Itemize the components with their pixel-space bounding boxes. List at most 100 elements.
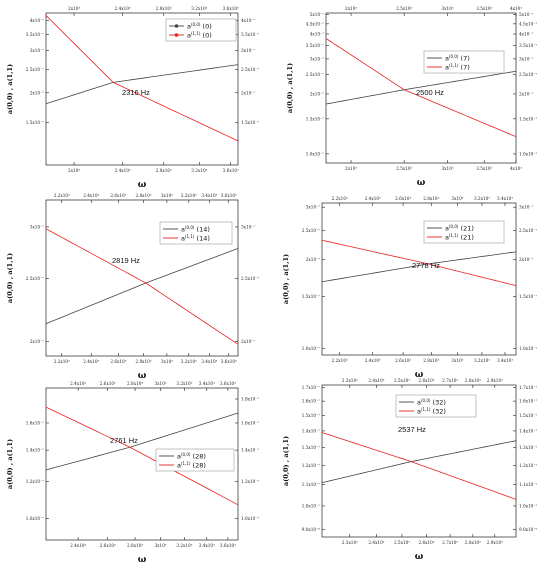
x-tick-label-bottom: 2.3x10³ bbox=[342, 540, 358, 545]
x-tick-label-top: 2.2x10³ bbox=[54, 193, 70, 198]
chart-panel-2: 2.2x10³ 2.2x10³ 2.4x10³ 2.4x10³ 2.6x10³ 2.6x1… bbox=[6, 193, 260, 381]
y-tick-label-right: 2.5x10⁻⁷ bbox=[519, 228, 538, 233]
series-line-a00 bbox=[321, 440, 517, 484]
x-tick-label-top: 3.4x10³ bbox=[201, 193, 217, 198]
x-tick-label-bottom: 2x10³ bbox=[68, 168, 80, 173]
x-axis-label: ω bbox=[138, 371, 147, 381]
x-tick-label-top: 2.8x10³ bbox=[423, 196, 439, 201]
legend-box bbox=[395, 394, 477, 418]
x-tick-label-top: 2.4x10³ bbox=[83, 193, 99, 198]
series-line-a11 bbox=[45, 406, 239, 506]
y-tick-label-left: 1.1x10⁻⁷ bbox=[302, 482, 321, 487]
x-axis-label: ω bbox=[138, 180, 147, 190]
crossing-annotation: 2537 Hz bbox=[398, 425, 426, 434]
x-tick-label-bottom: 3.2x10³ bbox=[181, 359, 197, 364]
x-tick-label-top: 2.6x10³ bbox=[100, 381, 116, 386]
y-tick-label-left: 3x10⁻⁷ bbox=[310, 56, 325, 61]
chart-panel-1: 2x10³ 2x10³ 2.5x10³ 2.5x10³ 3x10³ 3x10³ 3.5x10… bbox=[286, 6, 538, 188]
y-tick-label-right: 3x10⁻⁷ bbox=[241, 48, 256, 53]
y-tick-label-left: 1.0x10⁻⁷ bbox=[306, 151, 325, 156]
x-tick-label-bottom: 3x10³ bbox=[451, 358, 463, 363]
legend-label: a(1,1) (0) bbox=[187, 31, 212, 40]
x-tick-label-top: 3.4x10³ bbox=[199, 381, 215, 386]
x-tick-label-bottom: 2.4x10³ bbox=[83, 359, 99, 364]
y-tick-label-left: 1.6x10⁻⁷ bbox=[302, 399, 321, 404]
y-tick-label-right: 1.2x10⁻⁷ bbox=[519, 463, 538, 468]
x-tick-label-bottom: 2.4x10³ bbox=[365, 358, 381, 363]
crossing-annotation: 2316 Hz bbox=[122, 88, 150, 97]
x-tick-label-bottom: 3.2x10³ bbox=[191, 168, 207, 173]
x-tick-label-bottom: 3.2x10³ bbox=[176, 543, 192, 548]
y-axis-label: a(0,0) , a(1,1) bbox=[6, 439, 14, 489]
y-tick-label-left: 4.5x10⁻⁷ bbox=[306, 21, 325, 26]
x-tick-label-bottom: 2.4x10³ bbox=[70, 543, 86, 548]
legend-label: a(0,0) (28) bbox=[177, 452, 206, 461]
y-tick-label-right: 1.5x10⁻⁷ bbox=[519, 294, 538, 299]
x-tick-label-top: 2.8x10³ bbox=[127, 381, 143, 386]
crossing-annotation: 2819 Hz bbox=[112, 256, 140, 265]
x-tick-label-bottom: 3.6x10³ bbox=[220, 543, 236, 548]
legend-box bbox=[423, 50, 505, 74]
x-tick-label-top: 3.2x10³ bbox=[181, 193, 197, 198]
plot-frame bbox=[45, 12, 239, 166]
x-tick-label-top: 3.4x10³ bbox=[497, 196, 513, 201]
legend-box bbox=[165, 18, 237, 42]
x-tick-label-top: 2.4x10³ bbox=[368, 378, 384, 383]
x-tick-label-bottom: 2.8x10³ bbox=[136, 359, 152, 364]
x-tick-label-bottom: 2.8x10³ bbox=[156, 168, 172, 173]
y-tick-label-right: 1.5x10⁻⁷ bbox=[241, 120, 260, 125]
x-tick-label-top: 2.5x10³ bbox=[394, 378, 410, 383]
y-tick-label-left: 2.5x10⁻⁷ bbox=[26, 276, 45, 281]
y-tick-label-right: 1.7x10⁻⁷ bbox=[519, 385, 538, 390]
y-tick-label-left: 1.5x10⁻⁷ bbox=[26, 120, 45, 125]
y-tick-label-left: 4x10⁻⁷ bbox=[310, 32, 325, 37]
plot-frame bbox=[45, 199, 239, 357]
y-tick-label-left: 9.0x10⁻⁸ bbox=[302, 527, 321, 532]
series-line-a00 bbox=[45, 64, 239, 105]
y-tick-label-left: 2x10⁻⁷ bbox=[30, 339, 45, 344]
x-tick-label-bottom: 2.8x10³ bbox=[127, 543, 143, 548]
x-tick-label-bottom: 3x10³ bbox=[155, 543, 167, 548]
y-tick-label-right: 1.5x10⁻⁷ bbox=[519, 413, 538, 418]
legend-label: a(0,0) (7) bbox=[445, 54, 470, 63]
y-tick-label-right: 1.2x10⁻⁷ bbox=[241, 479, 260, 484]
x-tick-label-top: 2.9x10³ bbox=[487, 378, 503, 383]
x-tick-label-bottom: 2.7x10³ bbox=[442, 540, 458, 545]
y-tick-label-left: 1.3x10⁻⁷ bbox=[302, 445, 321, 450]
x-axis-label: ω bbox=[417, 178, 426, 188]
y-tick-label-right: 2x10⁻⁷ bbox=[519, 257, 534, 262]
x-tick-label-top: 2.6x10³ bbox=[395, 196, 411, 201]
y-tick-label-right: 1.0x10⁻⁷ bbox=[241, 516, 260, 521]
legend-label: a(1,1) (21) bbox=[445, 233, 474, 242]
legend-label: a(0,0) (21) bbox=[445, 224, 474, 233]
y-tick-label-left: 3.5x10⁻⁷ bbox=[306, 43, 325, 48]
crossing-annotation: 2778 Hz bbox=[412, 261, 440, 270]
legend-label: a(0,0) (32) bbox=[417, 398, 446, 407]
y-tick-label-right: 3.5x10⁻⁷ bbox=[241, 32, 260, 37]
y-tick-label-right: 2x10⁻⁷ bbox=[241, 339, 256, 344]
y-tick-label-left: 1.2x10⁻⁷ bbox=[302, 463, 321, 468]
x-tick-label-bottom: 2.5x10³ bbox=[396, 166, 412, 171]
legend-label: a(1,1) (7) bbox=[445, 63, 470, 72]
x-tick-label-top: 3x10³ bbox=[442, 6, 454, 11]
chart-panel-4: 2.4x10³ 2.4x10³ 2.6x10³ 2.6x10³ 2.8x10³ 2.8x1… bbox=[6, 381, 260, 565]
y-tick-label-right: 2x10⁻⁷ bbox=[241, 90, 256, 95]
x-tick-label-top: 3x10³ bbox=[451, 196, 463, 201]
x-tick-label-top: 2.3x10³ bbox=[342, 378, 358, 383]
x-tick-label-top: 3.2x10³ bbox=[176, 381, 192, 386]
y-tick-label-right: 2.5x10⁻⁷ bbox=[519, 72, 538, 77]
y-tick-label-right: 4x10⁻⁷ bbox=[519, 32, 534, 37]
y-tick-label-right: 5x10⁻⁷ bbox=[519, 12, 534, 17]
y-tick-label-left: 2x10⁻⁷ bbox=[30, 90, 45, 95]
x-tick-label-top: 2.8x10³ bbox=[465, 378, 481, 383]
y-tick-label-left: 2x10⁻⁷ bbox=[306, 257, 321, 262]
y-tick-label-right: 9.0x10⁻⁸ bbox=[519, 527, 538, 532]
x-tick-label-top: 2.8x10³ bbox=[136, 193, 152, 198]
y-tick-label-left: 1.5x10⁻⁷ bbox=[302, 413, 321, 418]
x-tick-label-bottom: 2.6x10³ bbox=[395, 358, 411, 363]
x-tick-label-top: 2.7x10³ bbox=[442, 378, 458, 383]
y-tick-label-right: 1.0x10⁻⁷ bbox=[519, 503, 538, 508]
x-tick-label-top: 2x10³ bbox=[345, 6, 357, 11]
y-tick-label-left: 2x10⁻⁷ bbox=[310, 91, 325, 96]
y-tick-label-left: 2.5x10⁻⁷ bbox=[302, 228, 321, 233]
